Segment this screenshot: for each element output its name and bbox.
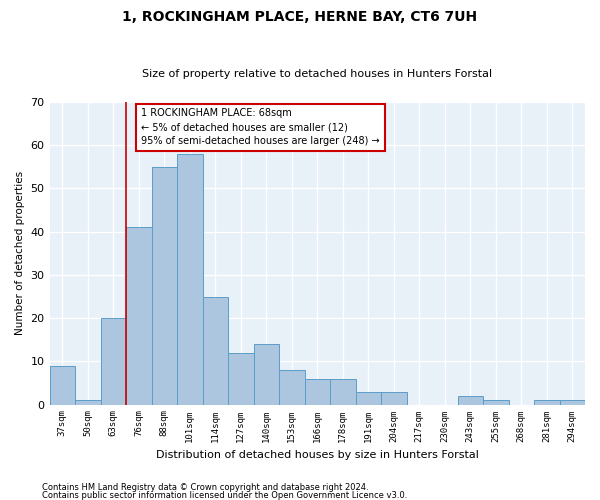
Bar xyxy=(228,352,254,405)
Text: Contains HM Land Registry data © Crown copyright and database right 2024.: Contains HM Land Registry data © Crown c… xyxy=(42,484,368,492)
Bar xyxy=(279,370,305,404)
Bar xyxy=(177,154,203,405)
Bar xyxy=(305,378,330,404)
Bar xyxy=(381,392,407,404)
Text: Contains public sector information licensed under the Open Government Licence v3: Contains public sector information licen… xyxy=(42,490,407,500)
Title: Size of property relative to detached houses in Hunters Forstal: Size of property relative to detached ho… xyxy=(142,69,493,79)
Bar xyxy=(356,392,381,404)
Bar xyxy=(560,400,585,404)
Bar xyxy=(152,167,177,404)
Text: 1, ROCKINGHAM PLACE, HERNE BAY, CT6 7UH: 1, ROCKINGHAM PLACE, HERNE BAY, CT6 7UH xyxy=(122,10,478,24)
Text: 1 ROCKINGHAM PLACE: 68sqm
← 5% of detached houses are smaller (12)
95% of semi-d: 1 ROCKINGHAM PLACE: 68sqm ← 5% of detach… xyxy=(142,108,380,146)
Bar xyxy=(75,400,101,404)
Bar xyxy=(126,228,152,404)
Bar xyxy=(101,318,126,404)
Bar xyxy=(534,400,560,404)
Bar xyxy=(458,396,483,404)
Bar xyxy=(203,296,228,405)
X-axis label: Distribution of detached houses by size in Hunters Forstal: Distribution of detached houses by size … xyxy=(156,450,479,460)
Bar xyxy=(330,378,356,404)
Bar xyxy=(254,344,279,405)
Y-axis label: Number of detached properties: Number of detached properties xyxy=(15,171,25,336)
Bar xyxy=(50,366,75,405)
Bar xyxy=(483,400,509,404)
